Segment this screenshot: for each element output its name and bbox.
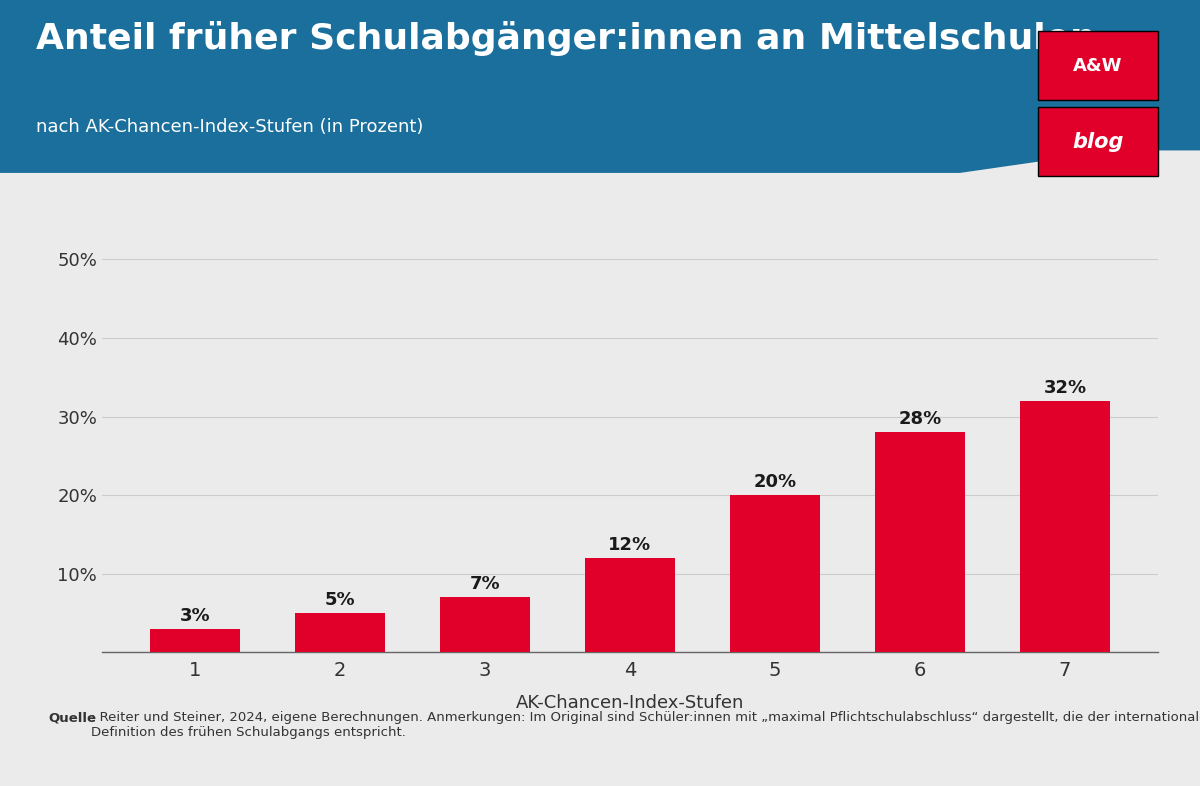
Text: 32%: 32%	[1044, 379, 1087, 397]
Text: nach AK-Chancen-Index-Stufen (in Prozent): nach AK-Chancen-Index-Stufen (in Prozent…	[36, 118, 424, 136]
Text: Quelle: Quelle	[48, 711, 96, 725]
Text: 28%: 28%	[899, 410, 942, 428]
X-axis label: AK-Chancen-Index-Stufen: AK-Chancen-Index-Stufen	[516, 693, 744, 711]
Bar	[1020, 401, 1110, 652]
Bar	[440, 597, 530, 652]
Text: 3%: 3%	[180, 607, 210, 625]
FancyBboxPatch shape	[1038, 107, 1158, 176]
Text: Anteil früher Schulabgänger:innen an Mittelschulen: Anteil früher Schulabgänger:innen an Mit…	[36, 20, 1096, 56]
Bar	[295, 613, 385, 652]
Polygon shape	[0, 0, 1200, 173]
Text: 5%: 5%	[325, 591, 355, 609]
Text: : Reiter und Steiner, 2024, eigene Berechnungen. Anmerkungen: Im Original sind S: : Reiter und Steiner, 2024, eigene Berec…	[91, 711, 1200, 740]
Bar	[586, 558, 674, 652]
FancyBboxPatch shape	[1038, 31, 1158, 101]
Text: 12%: 12%	[608, 536, 652, 554]
Text: A&W: A&W	[1073, 57, 1123, 75]
Bar	[730, 495, 820, 652]
Text: blog: blog	[1073, 132, 1123, 152]
Bar	[150, 629, 240, 652]
Text: 20%: 20%	[754, 473, 797, 491]
Bar	[875, 432, 965, 652]
Text: 7%: 7%	[469, 575, 500, 593]
